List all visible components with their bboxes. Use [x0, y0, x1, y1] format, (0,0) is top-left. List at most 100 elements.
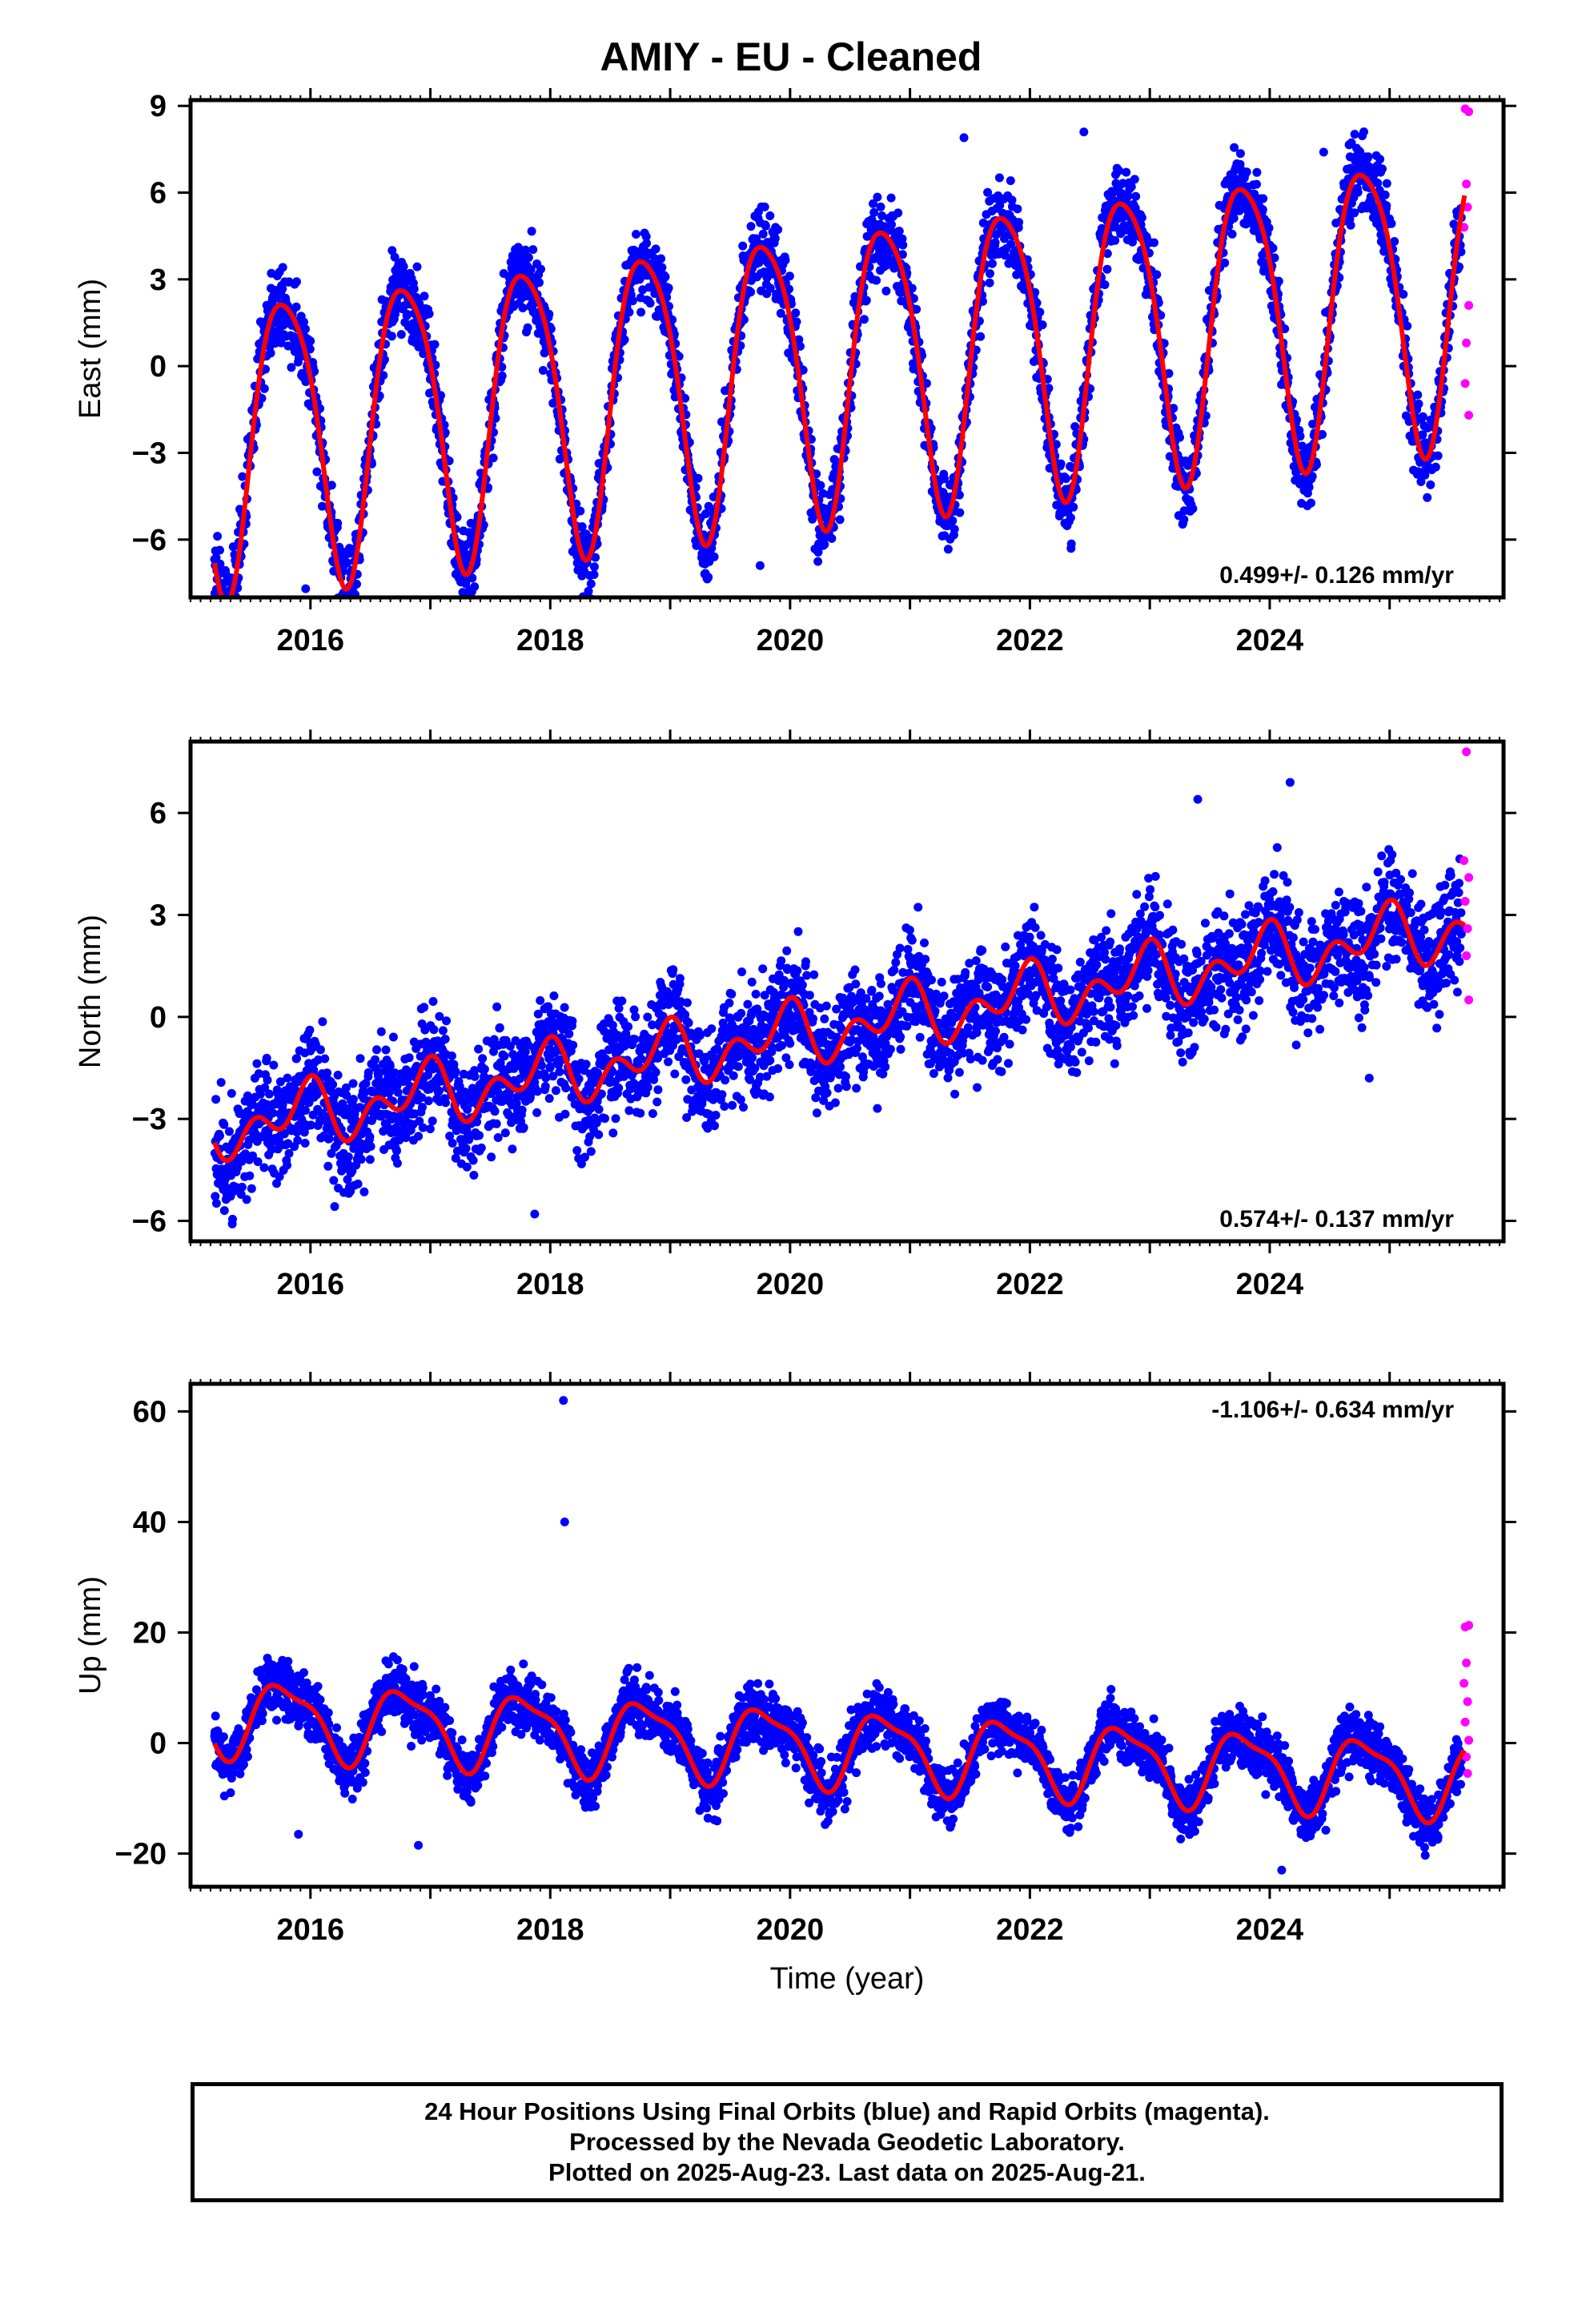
final-orbit-point	[657, 263, 667, 272]
final-orbit-point	[1062, 474, 1071, 484]
final-orbit-point	[329, 1176, 339, 1185]
final-orbit-point	[492, 1119, 501, 1128]
final-orbit-point	[216, 1078, 226, 1088]
final-orbit-point	[656, 254, 666, 263]
final-orbit-point	[861, 296, 871, 305]
final-orbit-point	[739, 315, 749, 324]
final-orbit-point	[252, 1059, 262, 1068]
final-orbit-point	[1220, 258, 1230, 267]
final-orbit-point	[487, 1152, 496, 1162]
final-orbit-point	[518, 304, 528, 312]
final-orbit-point	[508, 1144, 517, 1154]
final-orbit-point	[219, 604, 228, 613]
final-orbit-point	[1013, 204, 1022, 214]
final-orbit-point	[894, 227, 904, 236]
final-orbit-point	[1227, 229, 1237, 239]
final-orbit-point	[284, 1148, 294, 1158]
final-orbit-point	[328, 1080, 338, 1089]
final-orbit-point	[356, 1155, 366, 1164]
final-orbit-point	[701, 509, 710, 519]
final-orbit-point	[224, 1127, 234, 1136]
final-orbit-point	[820, 540, 829, 549]
final-orbit-point	[785, 271, 794, 281]
final-orbit-point	[1130, 175, 1139, 184]
final-orbit-point	[921, 379, 931, 388]
final-orbit-point	[353, 1179, 363, 1188]
final-orbit-point	[470, 582, 480, 592]
final-orbit-point	[907, 283, 917, 293]
final-orbit-point	[293, 1136, 303, 1145]
final-orbit-point	[776, 308, 785, 318]
final-orbit-point	[264, 1089, 274, 1099]
final-orbit-point	[257, 393, 267, 403]
final-orbit-point	[412, 262, 422, 271]
final-orbit-point	[219, 604, 228, 613]
final-orbit-point	[1100, 280, 1110, 289]
final-orbit-point	[392, 1159, 402, 1168]
final-orbit-point	[301, 1106, 310, 1115]
final-orbit-point	[352, 579, 361, 589]
final-orbit-point	[792, 317, 801, 327]
final-orbit-point	[315, 1045, 325, 1055]
final-orbit-points	[210, 778, 1466, 1228]
final-orbit-point	[584, 602, 592, 611]
final-orbit-point	[628, 296, 637, 306]
final-orbit-point	[1152, 270, 1162, 279]
final-orbit-point	[886, 193, 896, 203]
final-orbit-point	[436, 391, 445, 400]
final-orbit-point	[497, 362, 507, 372]
final-orbit-point	[990, 238, 1000, 247]
final-orbit-point	[497, 371, 507, 380]
final-orbit-point	[1137, 213, 1146, 223]
final-orbit-point	[746, 287, 756, 297]
final-orbit-point	[881, 286, 891, 296]
final-orbit-point	[645, 299, 655, 308]
final-orbit-point	[893, 208, 903, 218]
final-orbit-point	[420, 1003, 429, 1012]
final-orbit-point	[262, 1053, 271, 1063]
final-orbit-point	[986, 269, 994, 279]
final-orbit-point	[835, 515, 845, 525]
final-orbit-point	[976, 332, 986, 341]
final-orbit-point	[1378, 164, 1387, 174]
final-orbit-point	[816, 480, 825, 490]
final-orbit-point	[468, 573, 477, 583]
final-orbit-point	[404, 1053, 414, 1063]
final-orbit-point	[568, 1040, 578, 1050]
final-orbit-point	[544, 309, 554, 319]
final-orbit-point	[1353, 187, 1363, 197]
final-orbit-point	[301, 324, 310, 334]
final-orbit-point	[1188, 504, 1198, 513]
final-orbit-point	[796, 341, 805, 351]
final-orbit-point	[1375, 155, 1385, 164]
final-orbit-point	[641, 231, 651, 241]
final-orbit-point	[344, 609, 353, 617]
y-axis-label: East (mm)	[74, 279, 107, 419]
final-orbit-point	[1110, 235, 1120, 245]
final-orbit-point	[414, 1132, 424, 1141]
x-tick-label: 2022	[996, 624, 1064, 657]
rapid-orbit-point	[1464, 107, 1474, 116]
x-tick-label: 2024	[1236, 624, 1304, 657]
final-orbit-point	[269, 1060, 279, 1070]
final-orbit-point	[535, 278, 544, 287]
final-orbit-point	[887, 219, 896, 229]
final-orbit-point	[584, 586, 593, 596]
final-orbit-point	[1252, 179, 1261, 189]
final-orbit-point	[955, 508, 965, 517]
final-orbit-point	[442, 1016, 451, 1026]
final-orbit-point	[1413, 390, 1423, 400]
y-tick-label: −6	[132, 524, 167, 557]
final-orbit-point	[276, 338, 286, 348]
final-orbit-point	[1056, 459, 1066, 468]
final-orbit-point	[409, 284, 419, 294]
final-orbit-point	[1307, 498, 1315, 508]
final-orbit-point	[323, 1161, 333, 1171]
final-orbit-point	[371, 1055, 379, 1064]
final-orbit-point	[228, 1214, 237, 1224]
final-orbit-point	[425, 1124, 435, 1134]
final-orbit-point	[500, 1128, 510, 1138]
final-orbit-point	[770, 234, 780, 243]
final-orbit-point	[1431, 462, 1440, 472]
